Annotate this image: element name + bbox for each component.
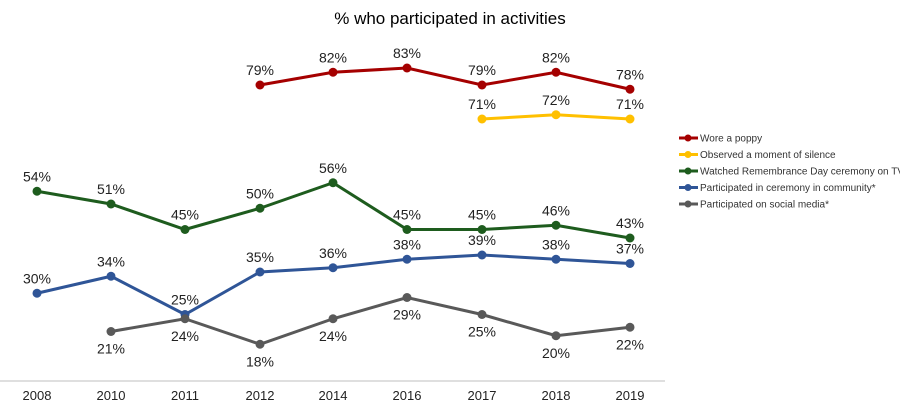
data-label: 50% (246, 185, 274, 201)
data-label: 39% (468, 232, 496, 248)
data-label: 24% (171, 328, 199, 344)
data-point (477, 310, 487, 319)
data-point (477, 225, 487, 234)
legend-label: Watched Remembrance Day ceremony on TV* (700, 167, 900, 178)
data-label: 36% (319, 245, 347, 261)
data-point (32, 186, 42, 196)
data-label: 56% (319, 160, 347, 176)
data-point (402, 254, 412, 264)
legend-swatch-marker (684, 151, 692, 158)
legend-swatch-marker (684, 167, 692, 175)
x-tick-label: 2016 (393, 388, 422, 403)
data-point (255, 339, 265, 349)
data-point (106, 199, 116, 209)
data-label: 25% (171, 292, 199, 308)
legend-swatch-marker (684, 184, 692, 191)
data-point (328, 263, 338, 273)
x-tick-label: 2018 (542, 388, 571, 403)
legend-label: Participated on social media* (700, 200, 829, 211)
data-point (477, 250, 487, 260)
data-point (180, 225, 190, 234)
data-point (328, 178, 338, 188)
data-label: 45% (393, 207, 421, 223)
data-label: 38% (393, 236, 421, 252)
series-line-0 (259, 66, 631, 91)
legend-swatch-marker (684, 200, 692, 208)
data-label: 54% (23, 168, 51, 184)
data-label: 38% (542, 236, 570, 252)
data-point (625, 322, 635, 332)
data-point (255, 80, 265, 90)
data-label: 71% (616, 96, 644, 112)
data-label: 25% (468, 324, 496, 340)
data-point (625, 233, 635, 243)
data-label: 45% (468, 207, 496, 223)
data-point (551, 110, 561, 120)
x-tick-label: 2019 (616, 388, 645, 403)
data-point (402, 293, 412, 302)
x-tick-label: 2012 (246, 388, 275, 403)
data-point (32, 288, 42, 298)
data-label: 51% (97, 181, 125, 197)
data-label: 21% (97, 341, 125, 357)
data-point (255, 267, 265, 277)
data-label: 35% (246, 249, 274, 265)
x-tick-label: 2011 (171, 388, 199, 403)
legend-label: Wore a poppy (700, 134, 762, 145)
legend-label: Participated in ceremony in community* (700, 183, 876, 194)
data-label: 20% (542, 345, 570, 361)
data-label: 78% (616, 66, 644, 82)
data-label: 18% (246, 353, 274, 369)
data-label: 29% (393, 307, 421, 323)
data-point (106, 327, 116, 336)
data-point (106, 271, 116, 281)
data-label: 22% (616, 336, 644, 352)
x-tick-label: 2014 (319, 388, 348, 403)
data-point (551, 67, 561, 77)
data-label: 45% (171, 207, 199, 223)
data-point (402, 63, 412, 73)
x-tick-label: 2017 (468, 388, 497, 403)
legend-swatch-marker (684, 134, 692, 142)
data-point (180, 314, 190, 324)
legend-label: Observed a moment of silence (700, 150, 836, 161)
data-label: 82% (319, 49, 347, 65)
data-label: 79% (246, 62, 274, 78)
x-tick-label: 2008 (23, 388, 52, 403)
data-label: 83% (393, 45, 421, 61)
data-point (328, 67, 338, 77)
data-point (551, 254, 561, 264)
data-label: 46% (542, 202, 570, 218)
data-point (625, 114, 635, 124)
data-point (551, 331, 561, 341)
x-tick-label: 2010 (97, 388, 126, 403)
data-point (477, 114, 487, 124)
data-label: 34% (97, 253, 125, 269)
data-label: 71% (468, 96, 496, 112)
data-point (625, 84, 635, 94)
series-line-4 (110, 295, 631, 346)
data-label: 24% (319, 328, 347, 344)
data-point (402, 225, 412, 234)
data-label: 37% (616, 241, 644, 257)
data-label: 82% (542, 49, 570, 65)
data-point (328, 314, 338, 324)
data-label: 79% (468, 62, 496, 78)
data-label: 30% (23, 270, 51, 286)
data-label: 72% (542, 92, 570, 108)
data-point (625, 259, 635, 268)
data-point (477, 80, 487, 90)
data-label: 43% (616, 215, 644, 231)
data-point (551, 220, 561, 230)
chart-title: % who participated in activities (334, 9, 566, 28)
data-point (255, 203, 265, 213)
